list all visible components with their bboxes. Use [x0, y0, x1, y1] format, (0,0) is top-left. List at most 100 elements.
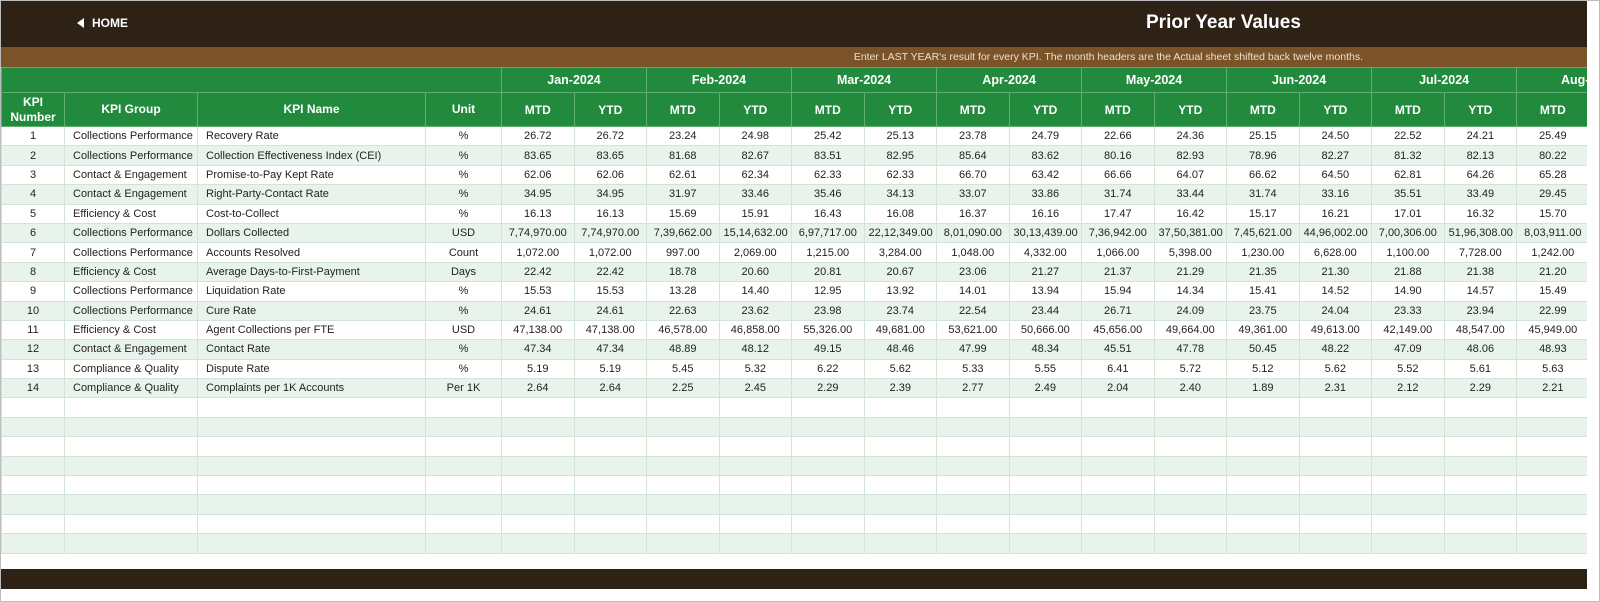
- month-header: Aug-2024: [1516, 67, 1587, 93]
- cell: 23.62: [718, 300, 793, 321]
- cell: 7,74,970.00: [501, 222, 575, 244]
- empty-cell: [1008, 416, 1083, 438]
- cell: %: [425, 203, 502, 224]
- cell: 47.09: [1371, 339, 1445, 360]
- sub-header: YTD: [573, 92, 648, 127]
- cell: 11: [1, 319, 65, 341]
- month-header: Jul-2024: [1371, 67, 1518, 93]
- cell: 21.37: [1081, 261, 1155, 283]
- empty-cell: [1081, 455, 1155, 477]
- cell: 23.74: [863, 300, 938, 321]
- cell: Accounts Resolved: [197, 242, 426, 263]
- empty-cell: [1008, 475, 1083, 496]
- empty-cell: [197, 416, 426, 438]
- cell: Right-Party-Contact Rate: [197, 184, 426, 205]
- cell: 81.32: [1371, 145, 1445, 166]
- cell: 6.41: [1081, 358, 1155, 380]
- cell: Compliance & Quality: [64, 378, 198, 399]
- cell: 15.70: [1516, 203, 1587, 224]
- cell: 63.42: [1008, 164, 1083, 186]
- empty-cell: [718, 455, 793, 477]
- cell: 7,74,970.00: [573, 222, 648, 244]
- empty-cell: [1, 533, 65, 554]
- cell: 2.77: [936, 378, 1010, 399]
- home-label[interactable]: HOME: [92, 16, 128, 30]
- sub-header: YTD: [1298, 92, 1373, 127]
- empty-cell: [1443, 475, 1518, 496]
- empty-cell: [646, 513, 720, 535]
- empty-cell: [863, 436, 938, 457]
- cell: 31.97: [646, 184, 720, 205]
- cell: 35.51: [1371, 184, 1445, 205]
- empty-cell: [1, 494, 65, 515]
- empty-cell: [501, 436, 575, 457]
- empty-cell: [197, 533, 426, 554]
- cell: 2.49: [1008, 378, 1083, 399]
- empty-cell: [936, 436, 1010, 457]
- cell: 23.78: [936, 125, 1010, 147]
- empty-cell: [936, 416, 1010, 438]
- cell: 64.50: [1298, 164, 1373, 186]
- empty-cell: [718, 475, 793, 496]
- empty-cell: [863, 416, 938, 438]
- empty-cell: [718, 416, 793, 438]
- column-header: KPI Number: [1, 92, 65, 127]
- cell: 16.13: [501, 203, 575, 224]
- empty-cell: [1443, 397, 1518, 418]
- cell: 17.01: [1371, 203, 1445, 224]
- empty-cell: [863, 533, 938, 554]
- cell: 48.06: [1443, 339, 1518, 360]
- cell: 83.65: [573, 145, 648, 166]
- cell: 48.34: [1008, 339, 1083, 360]
- cell: 2.25: [646, 378, 720, 399]
- cell: 83.65: [501, 145, 575, 166]
- cell: 2.64: [573, 378, 648, 399]
- back-icon: [77, 18, 84, 28]
- empty-cell: [1371, 475, 1445, 496]
- cell: 2.29: [1443, 378, 1518, 399]
- data-row: 7 Collections Performance Accounts Resolve…: [1, 242, 1587, 263]
- cell: 5: [1, 203, 65, 224]
- empty-cell: [1008, 397, 1083, 418]
- sub-header: MTD: [1081, 92, 1155, 127]
- cell: 30,13,439.00: [1008, 222, 1083, 244]
- empty-cell: [1153, 397, 1228, 418]
- empty-cell: [501, 513, 575, 535]
- cell: Collections Performance: [64, 300, 198, 321]
- cell: 82.93: [1153, 145, 1228, 166]
- cell: 78.96: [1226, 145, 1300, 166]
- empty-cell: [1298, 533, 1373, 554]
- cell: %: [425, 145, 502, 166]
- cell: 13: [1, 358, 65, 380]
- cell: 33.49: [1443, 184, 1518, 205]
- cell: 48.93: [1516, 339, 1587, 360]
- sub-header: YTD: [863, 92, 938, 127]
- empty-cell: [573, 416, 648, 438]
- empty-cell: [1516, 533, 1587, 554]
- empty-cell: [1371, 436, 1445, 457]
- cell: 16.43: [791, 203, 865, 224]
- cell: 55,326.00: [791, 319, 865, 341]
- empty-cell: [718, 533, 793, 554]
- cell: 23.98: [791, 300, 865, 321]
- cell: 5.12: [1226, 358, 1300, 380]
- cell: 50,666.00: [1008, 319, 1083, 341]
- empty-cell: [1516, 436, 1587, 457]
- empty-cell: [197, 455, 426, 477]
- cell: 1,215.00: [791, 242, 865, 263]
- cell: 24.98: [718, 125, 793, 147]
- cell: Contact Rate: [197, 339, 426, 360]
- cell: Collections Performance: [64, 242, 198, 263]
- page-title: Prior Year Values: [1146, 12, 1301, 33]
- data-row: 2 Collections Performance Collection Effec…: [1, 145, 1587, 166]
- cell: 46,578.00: [646, 319, 720, 341]
- cell: 23.33: [1371, 300, 1445, 321]
- cell: 5.52: [1371, 358, 1445, 380]
- empty-cell: [718, 513, 793, 535]
- empty-cell: [425, 494, 502, 515]
- cell: 64.26: [1443, 164, 1518, 186]
- home-button[interactable]: HOME: [77, 16, 128, 30]
- cell: 24.79: [1008, 125, 1083, 147]
- cell: 5.55: [1008, 358, 1083, 380]
- cell: 62.06: [573, 164, 648, 186]
